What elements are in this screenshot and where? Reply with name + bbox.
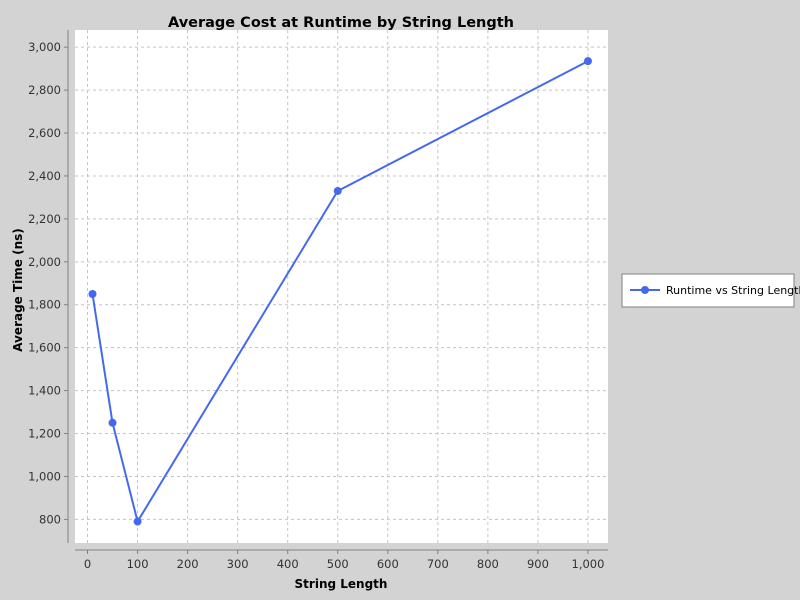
y-tick-label: 1,800: [28, 298, 61, 312]
y-tick-label: 1,200: [28, 427, 61, 441]
gridlines: [75, 30, 608, 543]
y-tick-label: 800: [39, 512, 61, 526]
y-axis-title: Average Time (ns): [11, 228, 25, 352]
y-tick-label: 2,200: [28, 212, 61, 226]
data-point: [133, 517, 142, 526]
data-point: [108, 418, 117, 427]
y-tick-label: 2,800: [28, 83, 61, 97]
y-tick-label: 2,000: [28, 255, 61, 269]
data-point: [583, 57, 592, 66]
y-tick-label: 1,400: [28, 384, 61, 398]
x-tick-label: 100: [127, 557, 149, 571]
plot-area: [75, 30, 608, 543]
x-tick-label: 700: [427, 557, 449, 571]
y-tick-label: 2,600: [28, 126, 61, 140]
data-point: [333, 186, 342, 195]
legend: Runtime vs String Length: [621, 273, 800, 308]
y-tick-label: 3,000: [28, 40, 61, 54]
x-tick-label: 900: [527, 557, 549, 571]
x-axis-title: String Length: [295, 577, 388, 591]
x-tick-label: 200: [177, 557, 199, 571]
x-tick-label: 500: [327, 557, 349, 571]
x-tick-label: 1,000: [572, 557, 605, 571]
legend-series-marker: [641, 286, 649, 294]
x-tick-label: 600: [377, 557, 399, 571]
y-axis-ticks: 800 1,000 1,200 1,400 1,600 1,800 2,000 2,200 2,…: [28, 40, 68, 526]
legend-series-label: Runtime vs String Length: [666, 284, 800, 297]
chart-title: Average Cost at Runtime by String Length: [168, 15, 514, 31]
y-tick-label: 2,400: [28, 169, 61, 183]
x-tick-label: 300: [227, 557, 249, 571]
x-tick-label: 400: [277, 557, 299, 571]
y-tick-label: 1,000: [28, 469, 61, 483]
x-tick-label: 800: [477, 557, 499, 571]
x-axis-ticks: 0 100 200 300 400 500 600 700 800 900 1,000: [84, 550, 605, 571]
data-point: [88, 290, 97, 299]
y-tick-label: 1,600: [28, 341, 61, 355]
series-layer: [88, 57, 592, 526]
x-tick-label: 0: [84, 557, 91, 571]
